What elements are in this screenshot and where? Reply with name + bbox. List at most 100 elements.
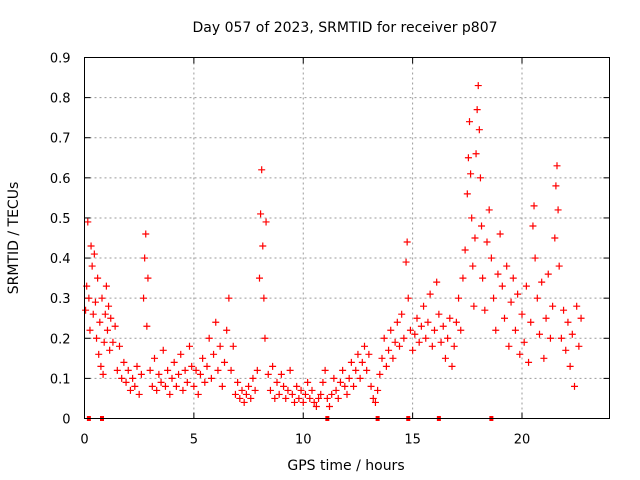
data-point bbox=[522, 282, 530, 290]
data-point bbox=[463, 190, 471, 198]
y-tick-label: 0.5 bbox=[50, 212, 71, 227]
y-tick-label: 0.3 bbox=[50, 292, 71, 307]
data-point bbox=[387, 326, 395, 334]
data-point bbox=[367, 382, 375, 390]
y-tick-label: 0 bbox=[62, 413, 70, 428]
data-point bbox=[87, 242, 95, 250]
data-point bbox=[161, 382, 169, 390]
data-point bbox=[93, 334, 101, 342]
data-point bbox=[393, 318, 401, 326]
data-point bbox=[109, 338, 117, 346]
data-point bbox=[461, 246, 469, 254]
data-point bbox=[247, 394, 255, 402]
data-point bbox=[266, 386, 274, 394]
data-point bbox=[107, 314, 115, 322]
data-point bbox=[101, 310, 109, 318]
data-point bbox=[116, 342, 123, 350]
data-point bbox=[111, 322, 119, 330]
data-point bbox=[277, 370, 285, 378]
data-point bbox=[264, 370, 272, 378]
data-point bbox=[259, 242, 267, 250]
data-point bbox=[245, 382, 253, 390]
data-point bbox=[382, 362, 390, 370]
y-tick-label: 0.4 bbox=[50, 252, 71, 267]
data-point bbox=[358, 358, 366, 366]
data-point bbox=[227, 366, 235, 374]
data-point bbox=[231, 390, 239, 398]
data-point bbox=[501, 314, 508, 322]
data-point bbox=[143, 322, 151, 330]
data-point bbox=[441, 354, 449, 362]
data-point bbox=[403, 238, 411, 246]
chart-title: Day 057 of 2023, SRMTID for receiver p80… bbox=[192, 20, 497, 36]
data-point bbox=[352, 366, 360, 374]
data-point bbox=[562, 346, 570, 354]
data-point bbox=[229, 342, 237, 350]
grid bbox=[84, 57, 610, 419]
data-point bbox=[356, 374, 364, 382]
data-point bbox=[86, 326, 94, 334]
data-point bbox=[157, 378, 165, 386]
data-point bbox=[544, 270, 552, 278]
data-point bbox=[371, 398, 379, 406]
data-point bbox=[234, 378, 242, 386]
data-point bbox=[106, 346, 114, 354]
data-point bbox=[153, 386, 161, 394]
data-point bbox=[144, 274, 152, 282]
data-point bbox=[507, 298, 515, 306]
data-point bbox=[95, 350, 103, 358]
x-tick-label: 20 bbox=[514, 433, 531, 448]
data-point bbox=[84, 218, 92, 226]
data-point bbox=[308, 386, 316, 394]
data-point bbox=[446, 314, 454, 322]
data-point bbox=[168, 374, 176, 382]
data-point bbox=[455, 294, 463, 302]
data-point bbox=[398, 310, 406, 318]
data-point bbox=[538, 278, 546, 286]
data-point bbox=[105, 302, 113, 310]
data-point bbox=[317, 390, 325, 398]
data-point bbox=[402, 258, 410, 266]
data-point bbox=[420, 302, 428, 310]
data-point bbox=[194, 390, 202, 398]
data-point bbox=[467, 170, 475, 178]
data-point bbox=[319, 378, 327, 386]
data-point bbox=[225, 294, 233, 302]
data-point bbox=[210, 350, 218, 358]
data-point bbox=[299, 398, 307, 406]
data-point bbox=[332, 386, 340, 394]
data-point bbox=[452, 318, 460, 326]
data-point bbox=[369, 394, 377, 402]
data-point bbox=[551, 234, 559, 242]
data-point bbox=[554, 206, 562, 214]
data-point bbox=[406, 326, 414, 334]
data-point bbox=[529, 222, 537, 230]
data-point bbox=[391, 338, 399, 346]
data-point bbox=[310, 398, 318, 406]
data-point bbox=[428, 342, 436, 350]
x-tick-label: 5 bbox=[190, 433, 198, 448]
data-point bbox=[437, 338, 445, 346]
data-point bbox=[146, 366, 154, 374]
data-point bbox=[575, 342, 583, 350]
data-point bbox=[571, 382, 578, 390]
data-point bbox=[133, 362, 141, 370]
data-point bbox=[444, 334, 452, 342]
data-point bbox=[431, 326, 438, 334]
data-point bbox=[385, 346, 393, 354]
data-point bbox=[464, 154, 472, 162]
data-point bbox=[448, 362, 456, 370]
data-point bbox=[415, 338, 423, 346]
data-point bbox=[518, 310, 526, 318]
data-point bbox=[498, 282, 506, 290]
data-point bbox=[251, 386, 259, 394]
data-point bbox=[120, 358, 128, 366]
data-point bbox=[140, 294, 148, 302]
data-point bbox=[459, 274, 467, 282]
data-point bbox=[530, 202, 538, 210]
data-point bbox=[471, 234, 479, 242]
data-point bbox=[207, 374, 215, 382]
data-point bbox=[426, 290, 434, 298]
data-point bbox=[258, 166, 266, 174]
data-point bbox=[315, 394, 323, 402]
